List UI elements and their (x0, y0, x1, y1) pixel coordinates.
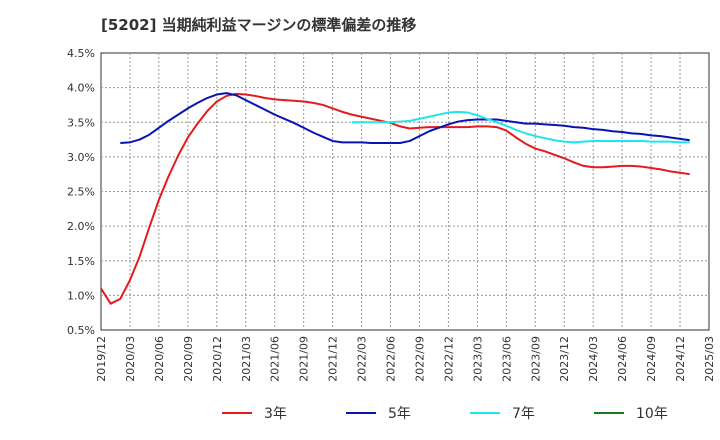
y-tick-label: 4.5% (67, 47, 95, 60)
grid (101, 53, 709, 330)
x-tick-label: 2022/03 (356, 336, 369, 382)
y-tick-label: 1.5% (67, 255, 95, 268)
y-tick-label: 1.0% (67, 289, 95, 302)
x-tick-label: 2019/12 (95, 336, 108, 382)
x-tick-label: 2023/09 (529, 336, 542, 382)
x-tick-label: 2022/12 (442, 336, 455, 382)
legend-label-2: 7年 (512, 406, 535, 422)
series-lines (100, 92, 690, 305)
x-tick-label: 2022/06 (385, 336, 398, 382)
series-line-1 (120, 92, 690, 145)
legend-label-3: 10年 (636, 406, 668, 422)
chart-title: [5202] 当期純利益マージンの標準偏差の推移 (101, 16, 416, 34)
x-tick-label: 2021/06 (269, 336, 282, 382)
x-tick-label: 2024/09 (645, 336, 658, 382)
y-tick-label: 0.5% (67, 324, 95, 337)
x-tick-label: 2021/03 (240, 336, 253, 382)
y-tick-label: 2.5% (67, 186, 95, 199)
y-axis: 0.5% 1.0% 1.5% 2.0% 2.5% 3.0% 3.5% 4.0% 4.5% (67, 47, 95, 337)
x-tick-label: 2021/12 (327, 336, 340, 382)
x-tick-label: 2024/12 (674, 336, 687, 382)
legend: 3年 5年 7年 10年 (222, 406, 668, 422)
x-axis: 2019/12 2020/03 2020/06 2020/09 2020/12 2021/… (95, 336, 716, 382)
y-tick-label: 2.0% (67, 220, 95, 233)
series-line-2 (351, 110, 690, 144)
x-tick-label: 2020/03 (124, 336, 137, 382)
y-tick-label: 3.0% (67, 151, 95, 164)
x-tick-label: 2020/09 (182, 336, 195, 382)
x-tick-label: 2023/03 (471, 336, 484, 382)
x-tick-label: 2023/12 (558, 336, 571, 382)
x-tick-label: 2024/06 (616, 336, 629, 382)
x-tick-label: 2020/12 (211, 336, 224, 382)
x-tick-label: 2023/06 (500, 336, 513, 382)
legend-label-1: 5年 (388, 406, 411, 422)
x-tick-label: 2021/09 (298, 336, 311, 382)
y-tick-label: 3.5% (67, 116, 95, 129)
x-tick-label: 2024/03 (587, 336, 600, 382)
x-tick-label: 2022/09 (413, 336, 426, 382)
x-tick-label: 2020/06 (153, 336, 166, 382)
series-line-0 (100, 92, 690, 305)
x-tick-label: 2025/03 (703, 336, 716, 382)
y-tick-label: 4.0% (67, 82, 95, 95)
legend-label-0: 3年 (264, 406, 287, 422)
